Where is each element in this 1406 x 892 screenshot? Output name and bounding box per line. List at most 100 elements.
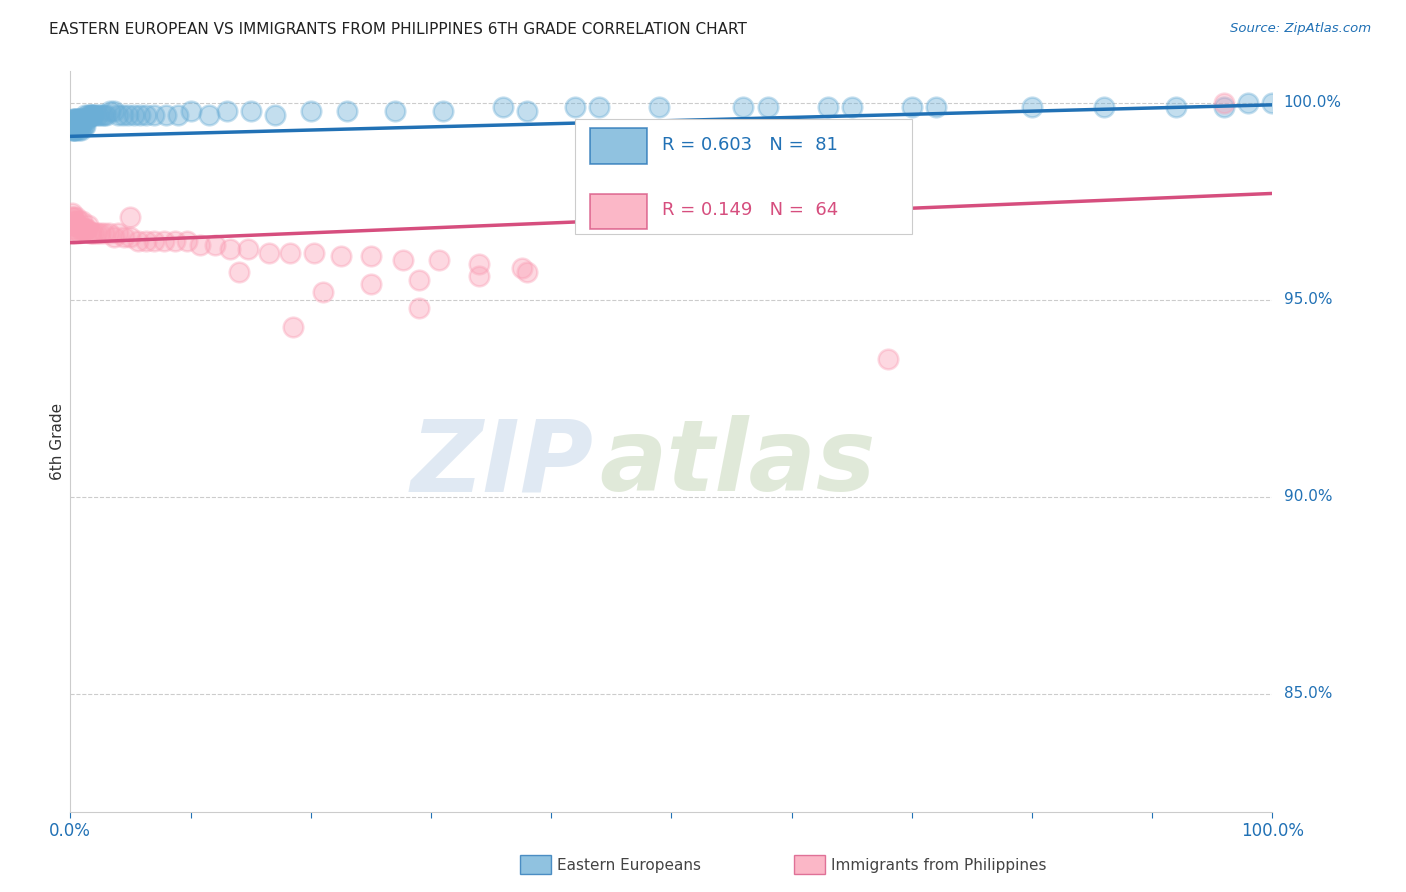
Point: [143, 234, 166, 248]
Point: [176, 234, 198, 248]
Point: [129, 108, 152, 122]
Point: [80, 108, 103, 122]
Point: [427, 253, 450, 268]
Point: [62, 115, 84, 129]
Point: [167, 108, 190, 122]
Point: [263, 108, 285, 122]
Point: [841, 100, 863, 114]
Point: [62, 226, 84, 240]
Point: [516, 265, 538, 279]
Point: [69, 112, 91, 126]
Point: [468, 269, 491, 284]
Point: [197, 108, 219, 122]
Point: [900, 100, 922, 114]
Point: [107, 226, 129, 240]
Point: [103, 229, 125, 244]
Point: [76, 112, 98, 126]
Point: [648, 100, 671, 114]
Point: [180, 103, 202, 118]
Point: [86, 226, 108, 240]
Text: ZIP: ZIP: [411, 416, 593, 512]
Point: [219, 242, 242, 256]
Point: [299, 103, 322, 118]
Point: [66, 112, 89, 126]
Point: [1092, 100, 1115, 114]
Point: [65, 120, 87, 134]
Point: [60, 218, 83, 232]
Point: [1261, 95, 1284, 110]
Point: [925, 100, 948, 114]
Point: [75, 112, 97, 126]
Point: [257, 245, 280, 260]
Point: [304, 245, 326, 260]
FancyBboxPatch shape: [589, 194, 647, 229]
Point: [83, 108, 105, 122]
Point: [72, 112, 94, 126]
Point: [492, 100, 515, 114]
Point: [79, 226, 101, 240]
Text: EASTERN EUROPEAN VS IMMIGRANTS FROM PHILIPPINES 6TH GRADE CORRELATION CHART: EASTERN EUROPEAN VS IMMIGRANTS FROM PHIL…: [49, 22, 747, 37]
Point: [1213, 100, 1236, 114]
Point: [90, 108, 112, 122]
Point: [72, 120, 94, 134]
Point: [1166, 100, 1188, 114]
Point: [408, 273, 430, 287]
Point: [312, 285, 335, 299]
Point: [60, 206, 83, 220]
Point: [336, 103, 359, 118]
Point: [97, 226, 120, 240]
Point: [96, 108, 118, 122]
Point: [65, 218, 87, 232]
Point: [63, 214, 86, 228]
Point: [360, 277, 382, 291]
Point: [67, 112, 90, 126]
Point: [63, 123, 86, 137]
Point: [70, 222, 93, 236]
Point: [215, 103, 238, 118]
Point: [62, 210, 84, 224]
Point: [239, 103, 262, 118]
Point: [65, 210, 87, 224]
Point: [143, 108, 166, 122]
Point: [62, 112, 84, 126]
Point: [1021, 100, 1043, 114]
Point: [63, 115, 86, 129]
Point: [510, 261, 533, 276]
Point: [188, 237, 211, 252]
Point: [238, 242, 260, 256]
Text: 90.0%: 90.0%: [1284, 489, 1331, 504]
Point: [72, 112, 94, 126]
Point: [63, 214, 86, 228]
Point: [69, 120, 91, 134]
Point: [93, 108, 115, 122]
Point: [155, 108, 177, 122]
Point: [70, 112, 93, 126]
Point: [63, 226, 86, 240]
Point: [66, 120, 89, 134]
Point: [69, 222, 91, 236]
Point: [77, 108, 100, 122]
Point: [73, 222, 96, 236]
Point: [135, 108, 157, 122]
Point: [153, 234, 176, 248]
Text: 100.0%: 100.0%: [1284, 95, 1341, 111]
Point: [82, 108, 104, 122]
Point: [163, 234, 186, 248]
Point: [733, 100, 755, 114]
Point: [1237, 95, 1260, 110]
Point: [67, 123, 90, 137]
Point: [117, 108, 139, 122]
Point: [204, 237, 226, 252]
Point: [75, 222, 97, 236]
Point: [86, 108, 108, 122]
Point: [63, 222, 86, 236]
Point: [60, 120, 83, 134]
Text: Source: ZipAtlas.com: Source: ZipAtlas.com: [1230, 22, 1371, 36]
Text: 95.0%: 95.0%: [1284, 293, 1331, 307]
Point: [564, 100, 586, 114]
Point: [135, 234, 157, 248]
Point: [408, 301, 430, 315]
Point: [120, 229, 142, 244]
Point: [468, 257, 491, 271]
Text: R = 0.603   N =  81: R = 0.603 N = 81: [662, 136, 838, 153]
